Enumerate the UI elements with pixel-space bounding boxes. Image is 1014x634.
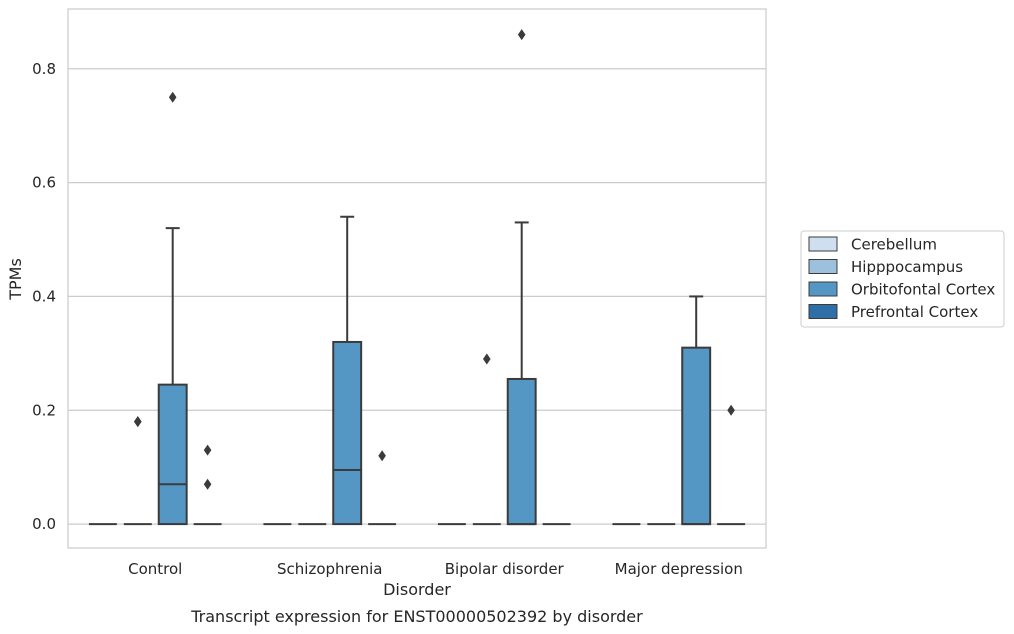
outlier-point [203, 478, 212, 490]
legend: Cerebellum Hipppocampus Orbitofontal Corte… [800, 230, 1005, 328]
y-tick-label: 0.6 [32, 174, 56, 192]
y-tick-label: 0.4 [32, 287, 56, 305]
x-tick-label: Control [128, 560, 182, 578]
plot-frame [67, 8, 767, 549]
x-tick-labels: Control Schizophrenia Bipolar disorder Majo… [128, 560, 743, 578]
legend-swatch [808, 259, 838, 274]
legend-swatch [808, 281, 838, 297]
outlier-point [517, 29, 526, 41]
outlier-point [727, 404, 735, 416]
legend-label: Cerebellum [851, 236, 937, 254]
box-body [332, 340, 363, 526]
box-prefrontal-cortex [193, 444, 222, 526]
box-orbitofontal-cortex [506, 29, 537, 526]
box-body [681, 346, 712, 526]
outlier-point [203, 444, 212, 456]
chart-caption: Transcript expression for ENST0000050239… [190, 607, 643, 626]
box-body [157, 383, 188, 526]
box-orbitofontal-cortex [681, 295, 712, 526]
box-marks [88, 29, 746, 526]
x-tick-label: Schizophrenia [277, 560, 382, 578]
legend-label: Prefrontal Cortex [851, 303, 978, 321]
box-body [506, 377, 537, 526]
legend-label: Orbitofontal Cortex [851, 281, 995, 299]
x-axis-title: Disorder [383, 580, 451, 599]
box-hipppocampus [472, 353, 501, 526]
x-tick-label: Bipolar disorder [445, 560, 565, 578]
box-orbitofontal-cortex [157, 91, 188, 526]
x-tick-label: Major depression [615, 560, 743, 578]
y-tick-label: 0.2 [32, 401, 56, 419]
legend-frame [800, 230, 1005, 328]
outlier-point [134, 416, 142, 428]
legend-label: Hipppocampus [851, 258, 963, 276]
outlier-point [168, 91, 177, 103]
y-tick-labels: 0.0 0.2 0.4 0.6 0.8 [32, 60, 56, 533]
box-prefrontal-cortex [368, 450, 397, 526]
legend-swatch [808, 236, 838, 252]
y-axis-title: TPMs [6, 258, 25, 301]
y-tick-label: 0.8 [32, 60, 56, 78]
box-hipppocampus [123, 416, 152, 526]
box-orbitofontal-cortex [332, 215, 363, 526]
box-prefrontal-cortex [717, 404, 746, 526]
outlier-point [378, 450, 386, 462]
y-tick-label: 0.0 [32, 515, 56, 533]
outlier-point [483, 353, 491, 365]
legend-swatch [808, 304, 838, 319]
